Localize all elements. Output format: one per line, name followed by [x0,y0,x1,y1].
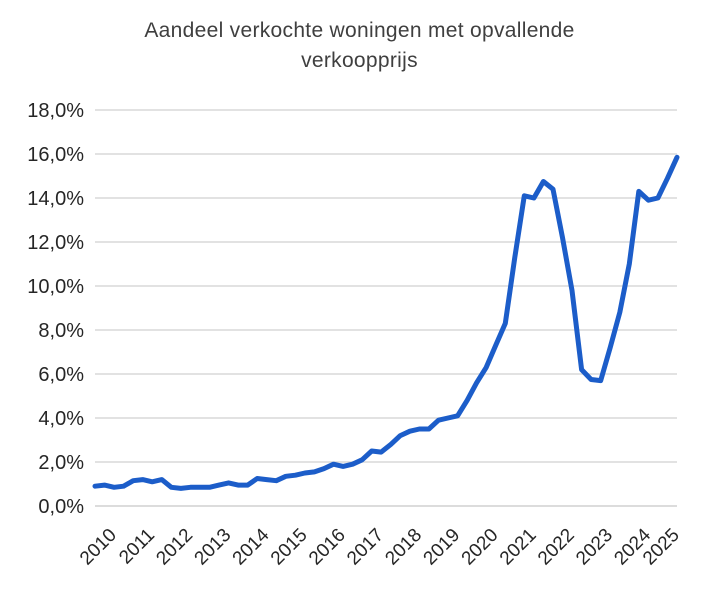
x-tick-label: 2020 [458,525,503,570]
x-tick-label: 2022 [534,525,579,570]
chart-title-line1: Aandeel verkochte woningen met opvallend… [144,19,575,42]
x-tick-label: 2019 [420,525,465,570]
x-tick-label: 2017 [343,525,388,570]
y-tick-label: 12,0% [27,232,84,254]
y-tick-label: 16,0% [27,144,84,166]
y-tick-label: 4,0% [38,408,84,430]
y-tick-label: 10,0% [27,276,84,298]
chart-title-line2: verkoopprijs [301,49,418,72]
y-tick-label: 6,0% [38,364,84,386]
x-tick-label: 2023 [572,525,617,570]
x-tick-label: 2021 [496,525,541,570]
x-tick-label: 2014 [229,524,274,569]
x-tick-label: 2013 [191,525,236,570]
x-tick-label: 2015 [267,525,312,570]
chart-title: Aandeel verkochte woningen met opvallend… [0,16,719,76]
x-tick-label: 2012 [152,525,197,570]
y-tick-label: 8,0% [38,320,84,342]
data-line-series [92,154,680,491]
x-tick-label: 2010 [76,525,121,570]
x-tick-label: 2011 [115,525,159,569]
y-tick-label: 0,0% [38,496,84,518]
x-tick-label: 2018 [381,525,426,570]
x-tick-label: 2016 [305,525,350,570]
y-tick-label: 2,0% [38,452,84,474]
y-tick-label: 18,0% [27,100,84,122]
y-tick-label: 14,0% [27,188,84,210]
